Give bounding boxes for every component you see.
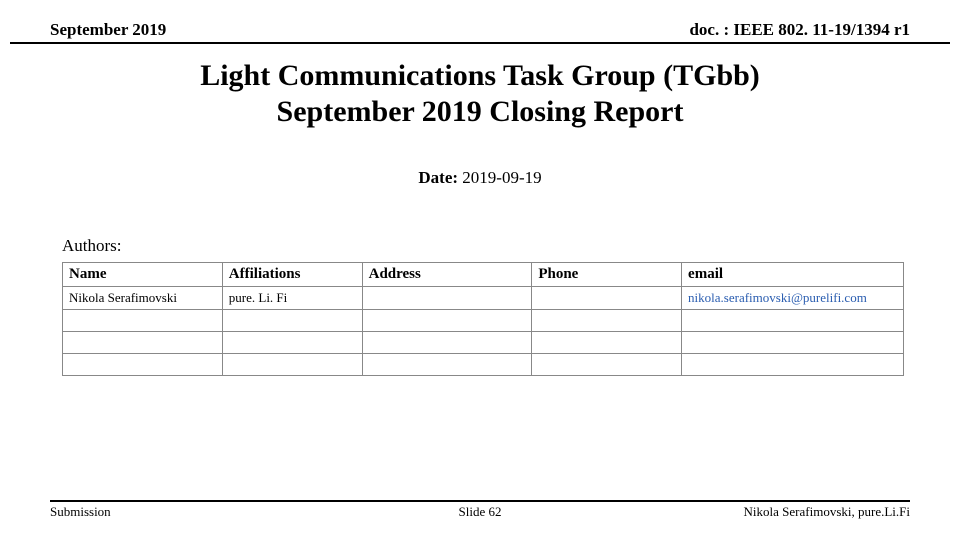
- table-row: [63, 310, 904, 332]
- cell-affiliations: [222, 354, 362, 376]
- table-row: Nikola Serafimovski pure. Li. Fi nikola.…: [63, 287, 904, 310]
- footer-slide-number: Slide 62: [459, 504, 502, 520]
- authors-table: Name Affiliations Address Phone email Ni…: [62, 262, 904, 376]
- col-header-address: Address: [362, 263, 532, 287]
- table-row: [63, 332, 904, 354]
- cell-name: [63, 332, 223, 354]
- date-value: 2019-09-19: [458, 168, 542, 187]
- cell-phone: [532, 287, 682, 310]
- authors-label: Authors:: [50, 236, 910, 256]
- col-header-email: email: [682, 263, 904, 287]
- cell-phone: [532, 310, 682, 332]
- cell-email: nikola.serafimovski@purelifi.com: [682, 287, 904, 310]
- cell-affiliations: [222, 332, 362, 354]
- cell-address: [362, 332, 532, 354]
- cell-address: [362, 287, 532, 310]
- cell-address: [362, 310, 532, 332]
- cell-name: [63, 354, 223, 376]
- header-doc-id: doc. : IEEE 802. 11-19/1394 r1: [689, 20, 910, 40]
- col-header-phone: Phone: [532, 263, 682, 287]
- header-date: September 2019: [50, 20, 166, 40]
- cell-phone: [532, 354, 682, 376]
- title-line-1: Light Communications Task Group (TGbb): [200, 59, 760, 92]
- cell-address: [362, 354, 532, 376]
- footer-bar: Submission Slide 62 Nikola Serafimovski,…: [50, 500, 910, 520]
- cell-name: [63, 310, 223, 332]
- title-line-2: September 2019 Closing Report: [277, 95, 684, 128]
- footer-author: Nikola Serafimovski, pure.Li.Fi: [744, 504, 910, 520]
- cell-affiliations: pure. Li. Fi: [222, 287, 362, 310]
- header-bar: September 2019 doc. : IEEE 802. 11-19/13…: [10, 20, 950, 44]
- cell-affiliations: [222, 310, 362, 332]
- table-row: [63, 354, 904, 376]
- date-label: Date:: [418, 168, 458, 187]
- cell-phone: [532, 332, 682, 354]
- footer-left: Submission: [50, 504, 111, 520]
- cell-email: [682, 354, 904, 376]
- col-header-affiliations: Affiliations: [222, 263, 362, 287]
- date-line: Date: 2019-09-19: [50, 168, 910, 188]
- col-header-name: Name: [63, 263, 223, 287]
- cell-name: Nikola Serafimovski: [63, 287, 223, 310]
- cell-email: [682, 310, 904, 332]
- cell-email: [682, 332, 904, 354]
- slide-title: Light Communications Task Group (TGbb) S…: [50, 58, 910, 130]
- table-header-row: Name Affiliations Address Phone email: [63, 263, 904, 287]
